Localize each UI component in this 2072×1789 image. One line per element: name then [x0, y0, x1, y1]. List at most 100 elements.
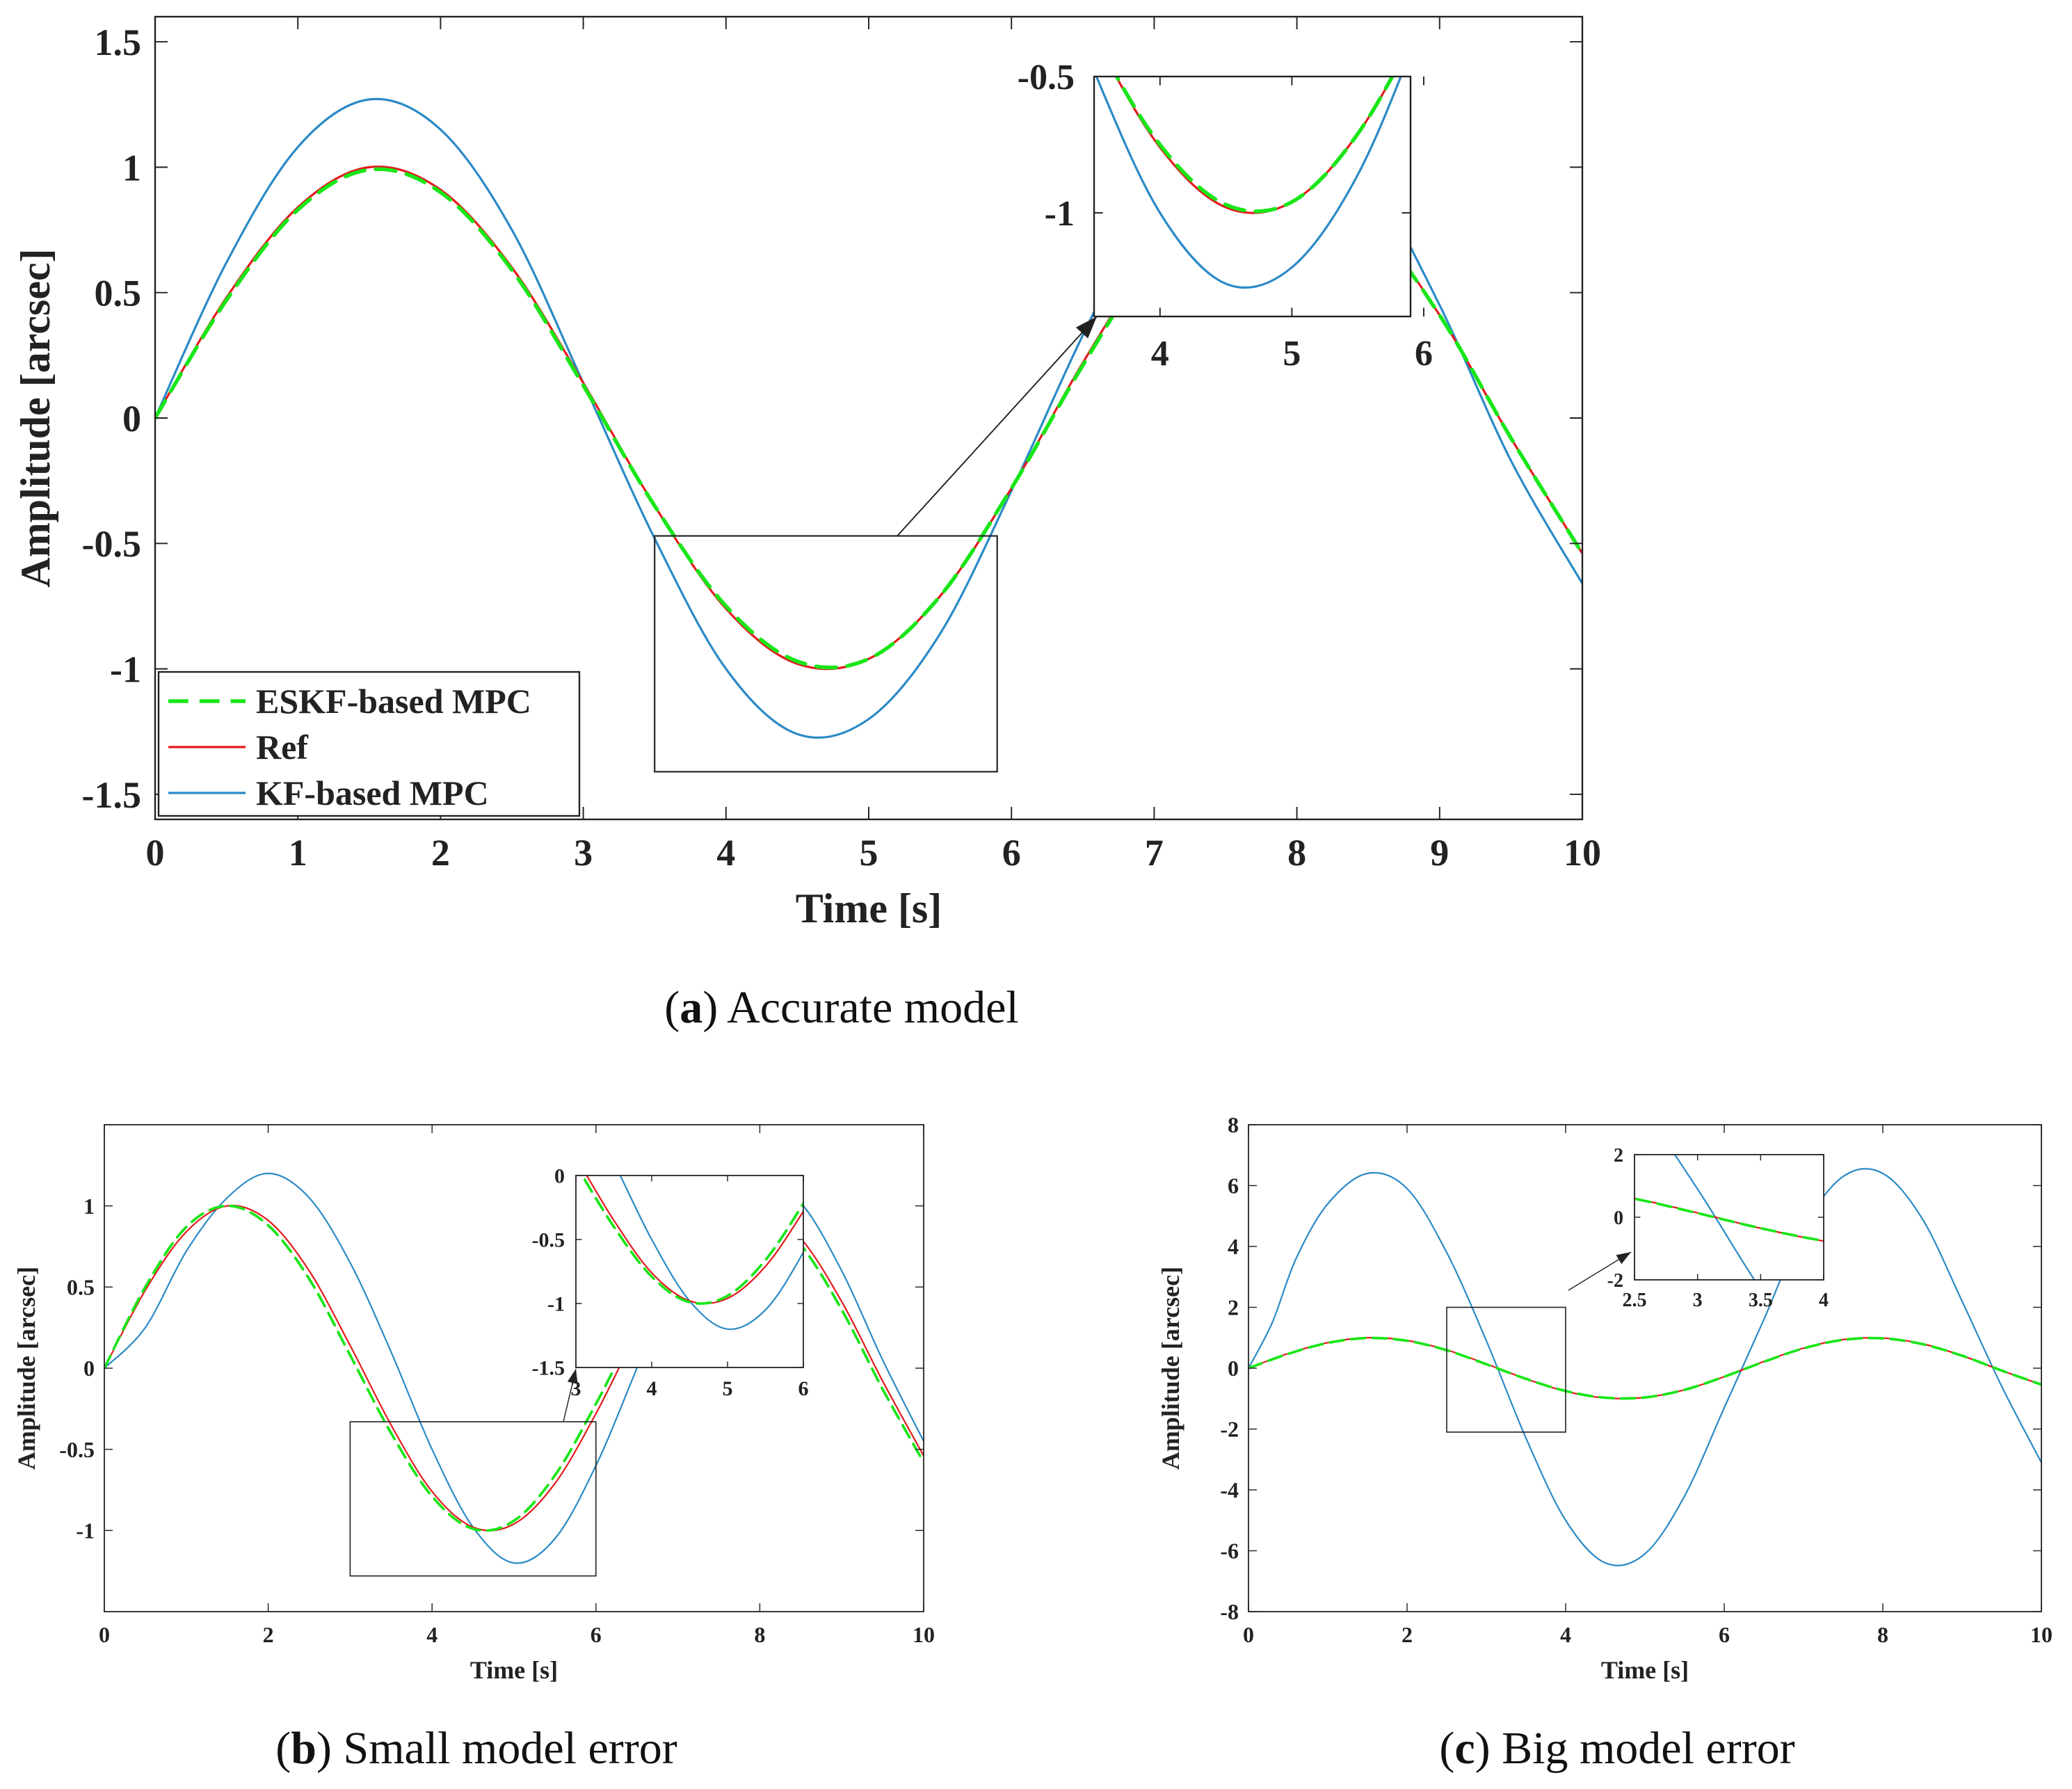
x-axis-label: Time [s]: [796, 885, 942, 931]
y-tick-label: 1: [122, 147, 141, 188]
x-tick-label: 3: [1693, 1290, 1703, 1311]
x-tick-label: 3: [574, 832, 593, 874]
y-tick-label: -1: [1045, 194, 1075, 234]
y-tick-label: -0.5: [82, 523, 141, 565]
x-tick-label: 4: [426, 1622, 437, 1647]
axes-frame: [575, 1175, 804, 1368]
x-tick-label: 0: [99, 1622, 110, 1647]
inset-background: [1094, 77, 1411, 316]
x-tick-label: 6: [1415, 334, 1433, 374]
panel-b-small-model-error: 0 2 4 6 8 10 -1 -0.5 0 0.5 1 Time [s] Amplitude [arc…: [13, 1124, 935, 1684]
series-line-kf-based-mpc: [1248, 1168, 2041, 1566]
x-tick-label: 4: [647, 1377, 657, 1400]
zoom-arrow-line: [897, 316, 1098, 537]
x-tick-label: 4: [716, 832, 735, 874]
caption-b: (b) Small model error: [275, 1723, 677, 1774]
legend-entry: KF-based MPC: [256, 773, 489, 812]
y-axis-label: Amplitude [arcsec]: [1157, 1267, 1184, 1470]
x-tick-label: 0: [1243, 1622, 1254, 1647]
x-tick-label: 9: [1430, 832, 1449, 874]
inset-axes: 3 4 5 6-1.5-1-0.50: [532, 1165, 809, 1401]
y-tick-label: -2: [1607, 1270, 1623, 1292]
caption-c: (c) Big model error: [1439, 1723, 1794, 1774]
y-tick-label: 0: [1614, 1208, 1623, 1229]
zoom-arrow-head: [567, 1369, 578, 1384]
zoom-region-box: [1446, 1306, 1566, 1433]
series-line-kf-based-mpc: [1095, 77, 1402, 289]
y-axis-label: Amplitude [arcsec]: [13, 248, 58, 587]
y-tick-label: 0: [83, 1356, 95, 1381]
x-tick-label: 8: [754, 1622, 765, 1647]
series-group: [1095, 77, 1402, 289]
x-tick-label: 6: [1002, 832, 1021, 874]
series-line-ref: [1248, 1337, 2041, 1399]
zoom-arrow-head: [1616, 1252, 1631, 1265]
y-tick-label: 0: [554, 1165, 565, 1188]
y-tick-label: 1.5: [95, 22, 142, 63]
y-tick-label: 4: [1228, 1234, 1239, 1259]
x-axis-label: Time [s]: [470, 1656, 558, 1684]
panel-a-accurate-model: 0 1 2 3 4 5 6 7 8 9 10 -1.5 -1 -0.5 0 0.5 1 1.5 Time [s] Am…: [13, 15, 1601, 931]
x-tick-label: 1: [289, 832, 307, 874]
x-tick-label: 8: [1877, 1622, 1888, 1647]
x-tick-label: 4: [1560, 1622, 1571, 1647]
y-tick-label: -0.5: [59, 1437, 95, 1462]
x-tick-label: 5: [1283, 334, 1301, 374]
caption-a: (a) Accurate model: [664, 982, 1018, 1033]
y-tick-label: -6: [1220, 1539, 1239, 1564]
inset-axes: 2.5 3 3.5 4 -2 0 2: [1607, 1145, 1829, 1311]
x-tick-label: 2: [1402, 1622, 1413, 1647]
series-line-eskf-based-mpc: [1114, 77, 1395, 214]
x-tick-label: 2: [263, 1622, 274, 1647]
x-tick-label: 7: [1145, 832, 1164, 874]
legend-entry: ESKF-based MPC: [256, 682, 531, 721]
x-tick-label: 2.5: [1623, 1290, 1647, 1311]
x-tick-label: 10: [2030, 1622, 2053, 1647]
y-tick-label: 0: [122, 398, 141, 440]
y-tick-label: 2: [1614, 1145, 1623, 1166]
y-tick-label: -1: [110, 649, 141, 691]
x-tick-label: 4: [1819, 1290, 1829, 1311]
y-tick-label: -0.5: [1018, 58, 1075, 97]
series-line-eskf-based-mpc: [580, 1176, 803, 1305]
y-tick-label: 6: [1228, 1173, 1239, 1198]
series-line-ref: [586, 1176, 803, 1305]
series-line-kf-based-mpc: [619, 1176, 803, 1331]
x-tick-label: 6: [1719, 1622, 1730, 1647]
x-tick-label: 2: [431, 832, 450, 874]
y-tick-label: 0.5: [67, 1275, 95, 1300]
x-tick-label: 3.5: [1749, 1290, 1773, 1311]
y-tick-label: -8: [1220, 1599, 1239, 1624]
y-tick-label: 2: [1228, 1295, 1239, 1320]
y-axis-label: Amplitude [arcsec]: [13, 1267, 40, 1470]
y-tick-label: -1: [547, 1293, 565, 1316]
y-tick-label: -1.5: [82, 774, 141, 816]
series-line-eskf-based-mpc: [1248, 1336, 2041, 1400]
inset-background: [1635, 1155, 1824, 1280]
y-tick-label: 1: [83, 1194, 95, 1219]
y-tick-label: -2: [1220, 1417, 1239, 1442]
series-group: [580, 1176, 803, 1331]
axes-frame: [1093, 75, 1412, 318]
x-tick-label: 6: [798, 1377, 809, 1400]
legend-entry: Ref: [256, 728, 309, 767]
zoom-region-box: [654, 535, 998, 773]
x-tick-label: 5: [860, 832, 878, 874]
x-tick-label: 0: [146, 832, 165, 874]
y-tick-label: 0.5: [95, 273, 142, 314]
y-tick-label: 0: [1228, 1356, 1239, 1381]
x-tick-label: 5: [723, 1377, 733, 1400]
x-tick-label: 10: [1564, 832, 1601, 874]
panel-c-big-model-error: 0 2 4 6 8 10 -8 -6 -4 -2 0 2 4 6 8 Time [s] Amplitude [a…: [1157, 1112, 2053, 1684]
x-tick-label: 8: [1287, 832, 1306, 874]
inset-axes: 4 5 6 -1 -0.5: [1018, 58, 1433, 374]
y-tick-label: -1: [76, 1518, 95, 1543]
x-axis-label: Time [s]: [1601, 1656, 1689, 1684]
x-tick-label: 6: [591, 1622, 602, 1647]
series-group: [1248, 1168, 2041, 1566]
y-tick-label: -0.5: [532, 1229, 565, 1252]
zoom-region-box: [349, 1421, 597, 1577]
y-tick-label: -1.5: [532, 1357, 565, 1380]
zoom-arrow-head: [1075, 316, 1097, 339]
